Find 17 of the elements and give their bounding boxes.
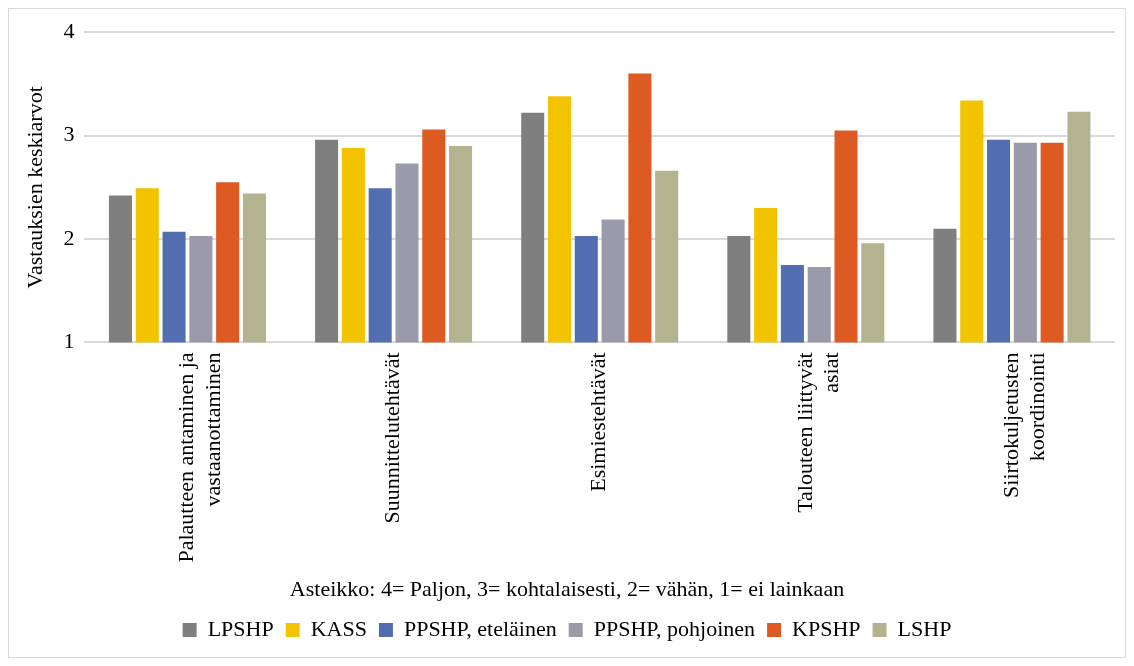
- y-tick-label: 2: [63, 224, 75, 250]
- y-axis-title: Vastauksien keskiarvot: [21, 86, 47, 289]
- legend-label: KASS: [310, 615, 367, 641]
- y-tick-label: 1: [63, 328, 75, 354]
- legend-label: PPSHP, eteläinen: [403, 615, 557, 641]
- legend-label: LPSHP: [207, 615, 274, 641]
- y-tick-label: 3: [63, 121, 75, 147]
- x-tick-label: Talouteen liittyvät asiat: [791, 352, 843, 513]
- x-tick-label: Siirtokuljetusten koordinointi: [997, 352, 1050, 498]
- legend-label: LSHP: [897, 615, 952, 641]
- legend-label: PPSHP, pohjoinen: [593, 615, 756, 641]
- x-tick-label: Esimiestehtävät: [585, 352, 611, 492]
- x-tick-label: Suunnittelutehtävät: [379, 352, 405, 524]
- legend-label: KPSHP: [792, 615, 861, 641]
- y-tick-label: 4: [63, 17, 75, 43]
- x-tick-label: Palautteen antaminen ja vastaanottaminen: [173, 352, 225, 563]
- text: Asteikko: 4= Paljon, 3= kohtalaisesti, 2= vähän, 1= ei lainkaan: [289, 575, 845, 601]
